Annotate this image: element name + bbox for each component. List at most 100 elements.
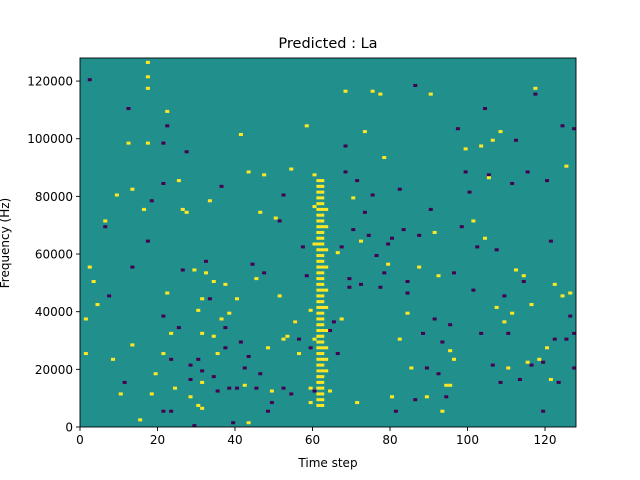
heatmap-cell-high xyxy=(316,403,321,407)
heatmap-cell-high xyxy=(293,320,298,324)
heatmap-cell-low xyxy=(541,409,546,413)
heatmap-cell-high xyxy=(165,291,170,295)
heatmap-cell-low xyxy=(227,386,232,390)
heatmap-cell-high xyxy=(130,343,135,347)
heatmap-cell-high xyxy=(153,372,158,376)
heatmap-cell-low xyxy=(192,424,197,428)
heatmap-cell-low xyxy=(393,409,398,413)
heatmap-cell-high xyxy=(506,366,511,370)
heatmap-cell-high xyxy=(277,294,282,298)
heatmap-cell-high xyxy=(320,346,325,350)
heatmap-cell-high xyxy=(316,317,321,321)
heatmap-cell-low xyxy=(552,337,557,341)
heatmap-cell-low xyxy=(103,225,108,229)
heatmap-cell-high xyxy=(204,271,209,275)
heatmap-cell-low xyxy=(262,271,267,275)
heatmap-cell-high xyxy=(316,380,321,384)
heatmap-cell-low xyxy=(541,360,546,364)
y-tick-label: 0 xyxy=(65,421,73,435)
heatmap-cell-low xyxy=(196,357,201,361)
heatmap-cell-low xyxy=(339,245,344,249)
heatmap-cell-high xyxy=(320,288,325,292)
heatmap-cell-high xyxy=(424,395,429,399)
heatmap-cell-high xyxy=(324,305,329,309)
heatmap-cell-low xyxy=(126,107,131,111)
heatmap-cell-low xyxy=(490,363,495,367)
heatmap-cell-high xyxy=(498,130,503,134)
heatmap-cell-high xyxy=(486,176,491,180)
heatmap-cell-high xyxy=(192,268,197,272)
heatmap-cell-high xyxy=(87,265,92,269)
heatmap-cell-low xyxy=(390,236,395,240)
heatmap-cell-high xyxy=(308,386,313,390)
heatmap-cell-high xyxy=(262,173,267,177)
heatmap-cell-low xyxy=(308,346,313,350)
heatmap-cell-high xyxy=(235,297,240,301)
heatmap-cell-high xyxy=(444,383,449,387)
heatmap-cell-high xyxy=(320,242,325,246)
heatmap-cell-low xyxy=(359,282,364,286)
heatmap-cell-low xyxy=(448,323,453,327)
heatmap-cell-low xyxy=(312,389,317,393)
y-tick-label: 20000 xyxy=(35,363,73,377)
heatmap-cell-low xyxy=(514,138,519,142)
heatmap-cell-low xyxy=(517,377,522,382)
heatmap-cell-high xyxy=(103,219,108,223)
heatmap-cell-high xyxy=(316,196,321,200)
heatmap-cell-low xyxy=(506,331,511,335)
y-tick-label: 120000 xyxy=(27,75,73,89)
heatmap-cell-low xyxy=(529,363,534,367)
heatmap-cell-high xyxy=(463,147,468,151)
heatmap-cell-high xyxy=(215,352,220,356)
heatmap-cell-high xyxy=(142,207,147,211)
heatmap-cell-low xyxy=(351,228,356,232)
heatmap-cell-high xyxy=(145,141,150,145)
heatmap-cell-low xyxy=(165,124,170,128)
heatmap-cell-low xyxy=(413,83,418,87)
heatmap-cell-low xyxy=(568,314,573,318)
heatmap-cell-high xyxy=(161,352,166,356)
heatmap-cell-low xyxy=(169,357,174,361)
heatmap-cell-low xyxy=(440,340,445,344)
heatmap-cell-high xyxy=(324,248,329,252)
heatmap-cell-high xyxy=(273,216,278,220)
heatmap-cell-low xyxy=(289,392,294,396)
heatmap-cell-low xyxy=(184,150,189,154)
heatmap-cell-high xyxy=(145,75,150,79)
heatmap-cell-low xyxy=(413,398,418,402)
heatmap-cell-high xyxy=(316,346,321,350)
heatmap-cell-high xyxy=(320,254,325,258)
heatmap-cell-high xyxy=(521,274,526,278)
heatmap-cell-low xyxy=(107,294,112,298)
heatmap-cell-high xyxy=(409,366,414,370)
heatmap-cell-high xyxy=(316,254,321,258)
heatmap-cell-low xyxy=(382,271,387,275)
heatmap-cell-low xyxy=(188,377,193,382)
heatmap-cell-high xyxy=(219,317,224,321)
plot-frame xyxy=(79,57,577,428)
heatmap-cell-high xyxy=(316,323,321,327)
heatmap-cell-high xyxy=(324,225,329,229)
heatmap-cell-high xyxy=(320,271,325,275)
heatmap-cell-low xyxy=(560,124,565,128)
heatmap-cell-high xyxy=(312,205,317,209)
heatmap-cell-high xyxy=(362,130,367,134)
heatmap-cell-high xyxy=(448,383,453,387)
heatmap-cell-high xyxy=(502,320,507,324)
heatmap-cell-high xyxy=(289,167,294,171)
heatmap-cell-high xyxy=(320,334,325,338)
heatmap-cell-low xyxy=(204,259,209,263)
heatmap-cell-low xyxy=(405,291,410,295)
heatmap-cell-low xyxy=(223,326,228,330)
heatmap-cell-low xyxy=(87,78,92,82)
heatmap-cell-low xyxy=(281,386,286,390)
heatmap-cell-low xyxy=(521,279,526,284)
heatmap-cell-low xyxy=(548,239,553,243)
heatmap-cell-high xyxy=(320,363,325,367)
heatmap-cell-high xyxy=(316,311,321,315)
heatmap-cell-low xyxy=(572,366,577,370)
heatmap-cell-low xyxy=(405,279,410,284)
heatmap-cell-high xyxy=(316,369,321,373)
heatmap-cell-high xyxy=(138,418,143,422)
heatmap-cell-low xyxy=(161,141,166,145)
